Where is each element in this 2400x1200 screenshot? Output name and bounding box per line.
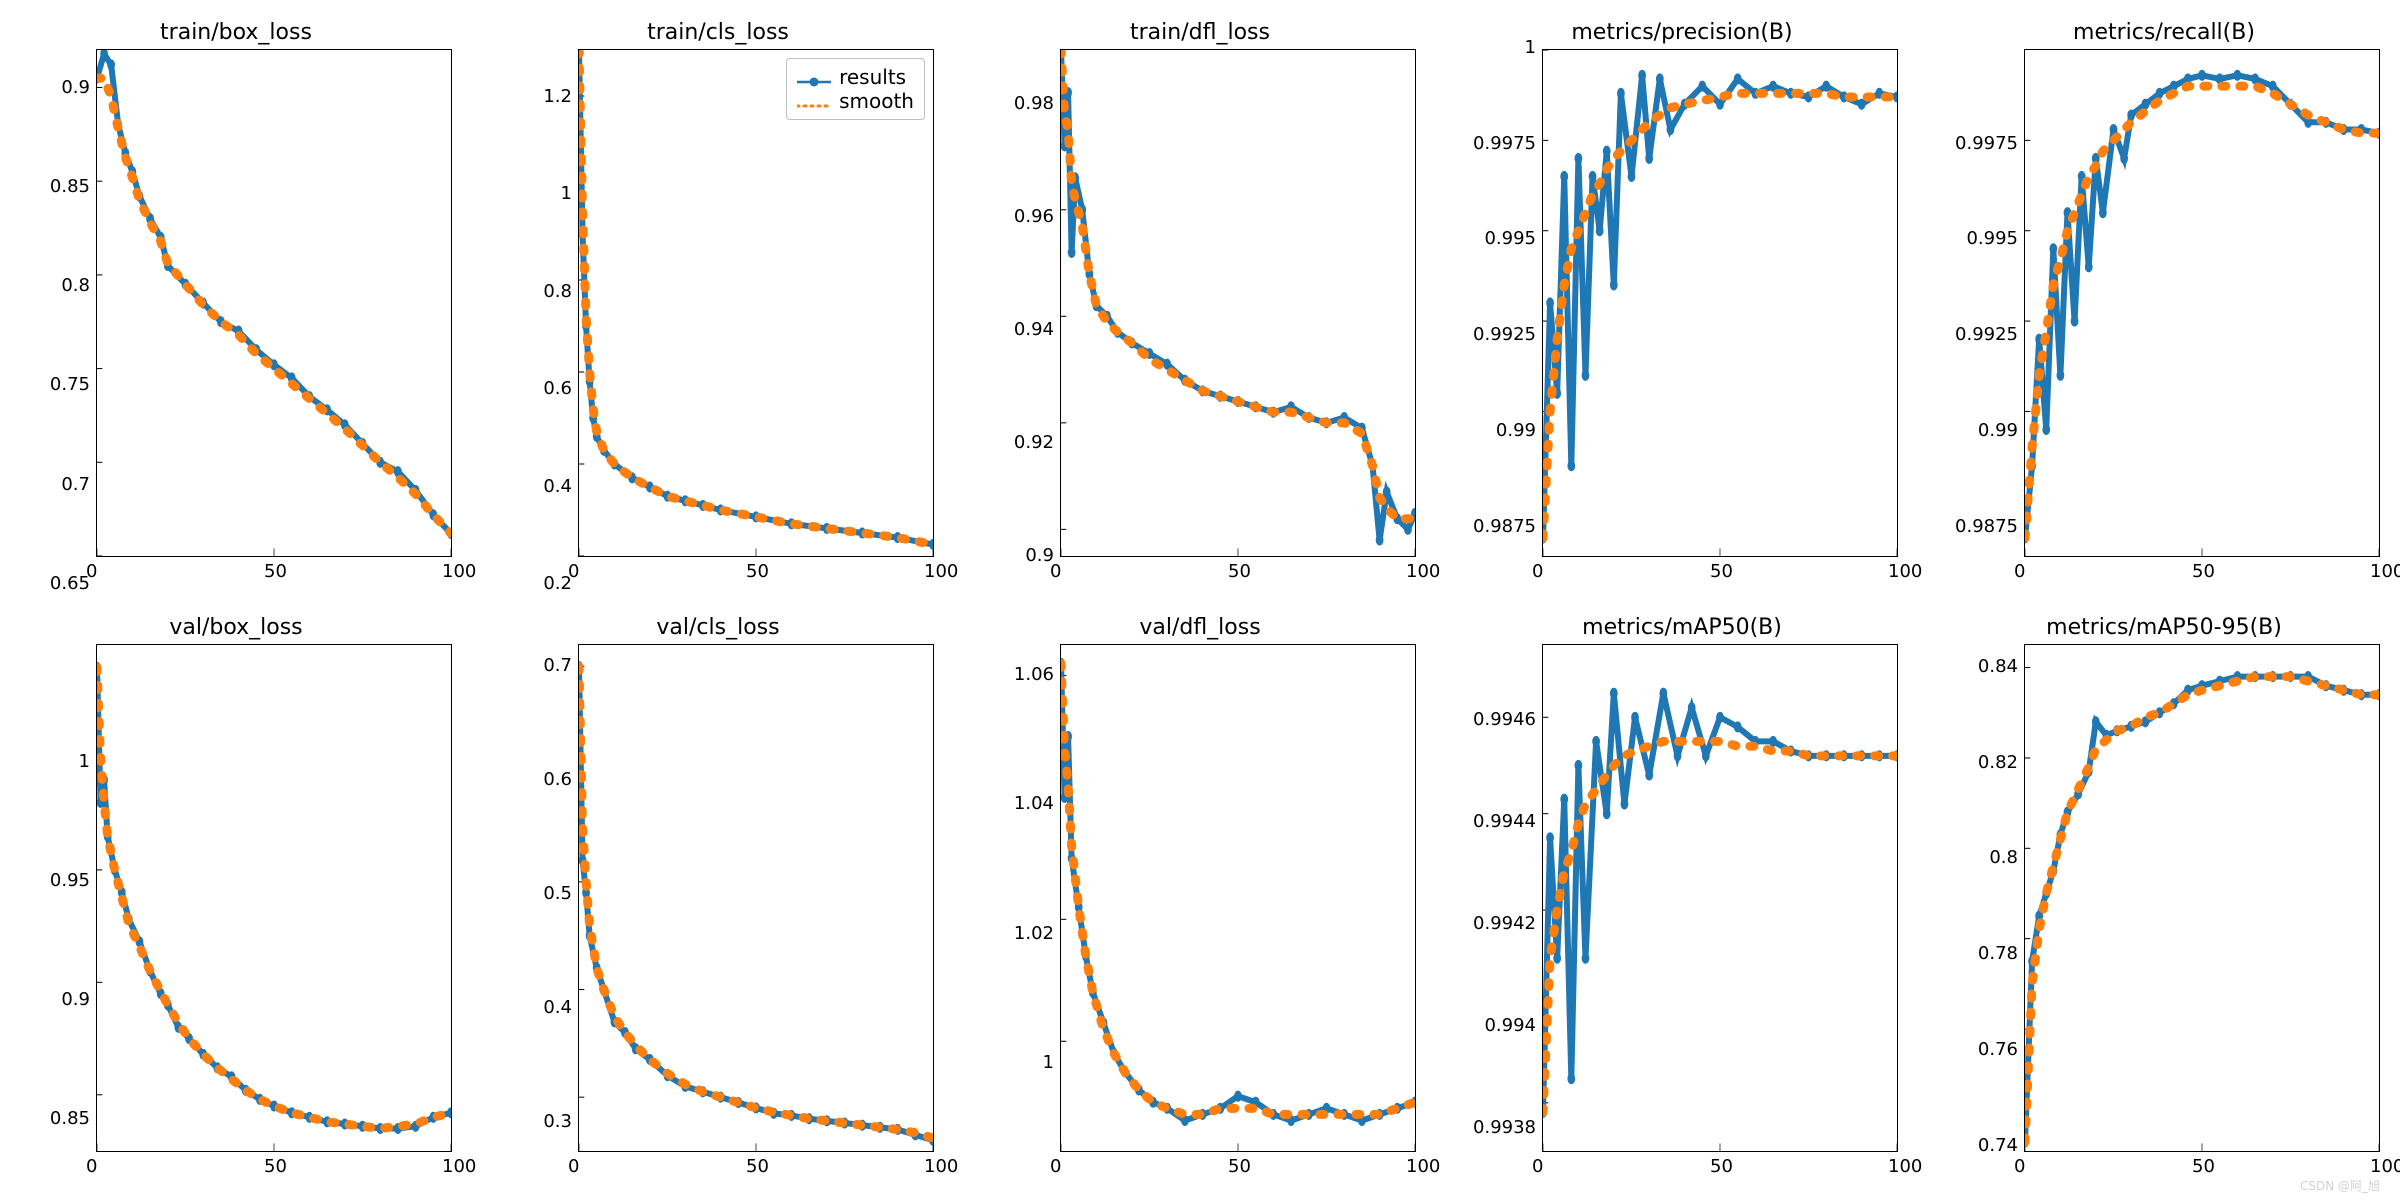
plot-box [1542,49,1898,557]
panel-title: val/box_loss [169,615,302,640]
panel-title: train/cls_loss [647,20,789,45]
x-ticks: 050100 [2024,557,2380,585]
panel-metrics-recall: metrics/recall(B) 0.98750.990.99250.9950.… [1948,20,2380,585]
x-ticks: 050100 [2024,1152,2380,1180]
panel-title: val/dfl_loss [1139,615,1260,640]
plot-box [2024,644,2380,1152]
panel-title: metrics/mAP50-95(B) [2046,615,2282,640]
panel-metrics-map50: metrics/mAP50(B) 0.99380.9940.99420.99440… [1466,615,1898,1180]
plot-area: 0.850.90.951050100 [20,644,452,1180]
y-ticks: 0.30.40.50.60.7 [502,644,578,1180]
x-ticks: 050100 [1542,557,1898,585]
plot-box [1060,644,1416,1152]
panel-title: train/dfl_loss [1130,20,1270,45]
plot-area: 0.99380.9940.99420.99440.9946050100 [1466,644,1898,1180]
panel-train-cls-loss: train/cls_loss 0.20.40.60.811.2 resultssmo… [502,20,934,585]
panel-title: metrics/mAP50(B) [1582,615,1782,640]
plot-box [96,644,452,1152]
x-ticks: 050100 [578,1152,934,1180]
x-ticks: 050100 [578,557,934,585]
panel-title: train/box_loss [160,20,312,45]
y-ticks: 0.850.90.951 [20,644,96,1180]
y-ticks: 0.20.40.60.811.2 [502,49,578,585]
panel-title: metrics/precision(B) [1571,20,1792,45]
x-ticks: 050100 [1542,1152,1898,1180]
plot-area: 0.740.760.780.80.820.84050100 [1948,644,2380,1180]
plot-area: 0.30.40.50.60.7050100 [502,644,934,1180]
plot-box [96,49,452,557]
legend-label: smooth [839,89,914,113]
y-ticks: 0.98750.990.99250.9950.99751 [1466,49,1542,585]
x-ticks: 050100 [1060,557,1416,585]
plot-area: 11.021.041.06050100 [984,644,1416,1180]
panel-metrics-map5095: metrics/mAP50-95(B) 0.740.760.780.80.820.… [1948,615,2380,1180]
legend: resultssmooth [786,58,925,120]
plot-box [578,644,934,1152]
watermark: CSDN @阿_旭 [2300,1177,2380,1194]
panel-val-dfl-loss: val/dfl_loss 11.021.041.06050100 [984,615,1416,1180]
plot-box: resultssmooth [578,49,934,557]
x-ticks: 050100 [1060,1152,1416,1180]
panel-title: metrics/recall(B) [2073,20,2255,45]
panel-train-box-loss: train/box_loss 0.650.70.750.80.850.905010… [20,20,452,585]
x-ticks: 050100 [96,557,452,585]
y-ticks: 0.98750.990.99250.9950.9975 [1948,49,2024,585]
plot-box [1060,49,1416,557]
x-ticks: 050100 [96,1152,452,1180]
panel-title: val/cls_loss [656,615,779,640]
y-ticks: 0.650.70.750.80.850.9 [20,49,96,585]
plot-area: 0.650.70.750.80.850.9050100 [20,49,452,585]
y-ticks: 11.021.041.06 [984,644,1060,1180]
panel-val-cls-loss: val/cls_loss 0.30.40.50.60.7050100 [502,615,934,1180]
panel-train-dfl-loss: train/dfl_loss 0.90.920.940.960.98050100 [984,20,1416,585]
plot-area: 0.20.40.60.811.2 resultssmooth 050100 [502,49,934,585]
y-ticks: 0.99380.9940.99420.99440.9946 [1466,644,1542,1180]
chart-grid: train/box_loss0.650.70.750.80.850.905010… [20,20,2380,1180]
panel-val-box-loss: val/box_loss 0.850.90.951050100 [20,615,452,1180]
y-ticks: 0.90.920.940.960.98 [984,49,1060,585]
panel-metrics-precision: metrics/precision(B) 0.98750.990.99250.99… [1466,20,1898,585]
y-ticks: 0.740.760.780.80.820.84 [1948,644,2024,1180]
plot-area: 0.90.920.940.960.98050100 [984,49,1416,585]
legend-label: results [839,65,906,89]
plot-box [2024,49,2380,557]
plot-area: 0.98750.990.99250.9950.9975050100 [1948,49,2380,585]
plot-area: 0.98750.990.99250.9950.99751050100 [1466,49,1898,585]
plot-box [1542,644,1898,1152]
